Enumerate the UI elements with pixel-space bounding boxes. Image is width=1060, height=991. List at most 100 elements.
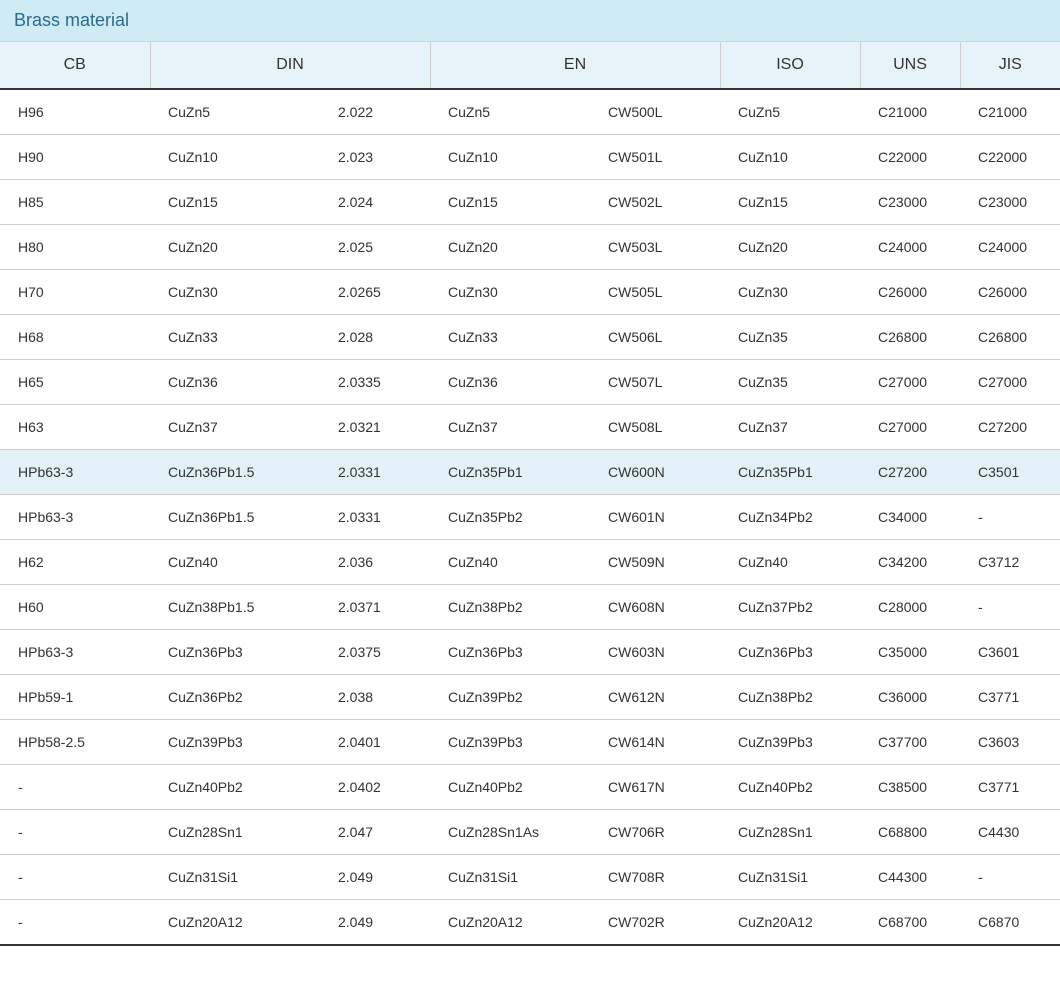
- table-cell: CuZn36Pb1.5: [150, 450, 320, 495]
- table-cell: CuZn40: [720, 540, 860, 585]
- table-cell: 2.049: [320, 855, 430, 900]
- table-cell: 2.049: [320, 900, 430, 946]
- table-cell: H60: [0, 585, 150, 630]
- table-cell: C37700: [860, 720, 960, 765]
- table-cell: C26000: [960, 270, 1060, 315]
- table-cell: H70: [0, 270, 150, 315]
- table-body: H96CuZn52.022CuZn5CW500LCuZn5C21000C2100…: [0, 89, 1060, 945]
- table-cell: CuZn30: [720, 270, 860, 315]
- table-cell: CuZn40: [430, 540, 590, 585]
- table-cell: C27000: [860, 405, 960, 450]
- table-cell: C34200: [860, 540, 960, 585]
- table-cell: 2.0375: [320, 630, 430, 675]
- table-cell: CuZn20A12: [430, 900, 590, 946]
- col-header-iso: ISO: [720, 42, 860, 89]
- table-cell: 2.025: [320, 225, 430, 270]
- table-cell: H63: [0, 405, 150, 450]
- table-cell: CW702R: [590, 900, 720, 946]
- table-cell: 2.0321: [320, 405, 430, 450]
- table-cell: C23000: [860, 180, 960, 225]
- table-cell: CuZn39Pb3: [720, 720, 860, 765]
- table-header: CBDINENISOUNSJIS: [0, 42, 1060, 89]
- table-cell: -: [0, 900, 150, 946]
- table-row: -CuZn31Si12.049CuZn31Si1CW708RCuZn31Si1C…: [0, 855, 1060, 900]
- table-cell: CuZn30: [430, 270, 590, 315]
- table-cell: C27000: [860, 360, 960, 405]
- table-cell: CuZn35Pb1: [720, 450, 860, 495]
- col-header-din: DIN: [150, 42, 430, 89]
- table-cell: CW502L: [590, 180, 720, 225]
- table-cell: CuZn36Pb1.5: [150, 495, 320, 540]
- table-cell: CuZn36Pb3: [720, 630, 860, 675]
- col-header-uns: UNS: [860, 42, 960, 89]
- table-cell: C6870: [960, 900, 1060, 946]
- table-cell: 2.0335: [320, 360, 430, 405]
- table-cell: C3603: [960, 720, 1060, 765]
- table-cell: CuZn36: [430, 360, 590, 405]
- table-cell: CuZn15: [720, 180, 860, 225]
- table-cell: CuZn35: [720, 360, 860, 405]
- table-cell: -: [0, 855, 150, 900]
- table-cell: C38500: [860, 765, 960, 810]
- col-header-en: EN: [430, 42, 720, 89]
- table-cell: CW500L: [590, 89, 720, 135]
- table-cell: C3771: [960, 765, 1060, 810]
- table-cell: C27000: [960, 360, 1060, 405]
- table-cell: CuZn39Pb2: [430, 675, 590, 720]
- table-cell: CuZn33: [430, 315, 590, 360]
- table-cell: CuZn10: [150, 135, 320, 180]
- table-row: H62CuZn402.036CuZn40CW509NCuZn40C34200C3…: [0, 540, 1060, 585]
- table-cell: H62: [0, 540, 150, 585]
- table-cell: CuZn39Pb3: [150, 720, 320, 765]
- table-cell: C23000: [960, 180, 1060, 225]
- table-cell: 2.024: [320, 180, 430, 225]
- table-cell: C27200: [960, 405, 1060, 450]
- table-cell: 2.038: [320, 675, 430, 720]
- table-cell: CW603N: [590, 630, 720, 675]
- table-cell: H68: [0, 315, 150, 360]
- table-cell: CuZn28Sn1: [150, 810, 320, 855]
- table-cell: CW608N: [590, 585, 720, 630]
- table-cell: CuZn36: [150, 360, 320, 405]
- table-cell: CuZn37Pb2: [720, 585, 860, 630]
- table-cell: -: [0, 810, 150, 855]
- table-cell: C3771: [960, 675, 1060, 720]
- table-cell: CuZn20: [430, 225, 590, 270]
- table-cell: CuZn30: [150, 270, 320, 315]
- table-cell: CuZn31Si1: [720, 855, 860, 900]
- col-header-jis: JIS: [960, 42, 1060, 89]
- table-cell: CW509N: [590, 540, 720, 585]
- table-row: H60CuZn38Pb1.52.0371CuZn38Pb2CW608NCuZn3…: [0, 585, 1060, 630]
- table-row: HPb59-1CuZn36Pb22.038CuZn39Pb2CW612NCuZn…: [0, 675, 1060, 720]
- table-cell: CuZn39Pb3: [430, 720, 590, 765]
- table-cell: H85: [0, 180, 150, 225]
- table-row: H68CuZn332.028CuZn33CW506LCuZn35C26800C2…: [0, 315, 1060, 360]
- table-cell: CuZn10: [720, 135, 860, 180]
- table-cell: CuZn34Pb2: [720, 495, 860, 540]
- table-cell: C21000: [960, 89, 1060, 135]
- table-cell: CuZn35: [720, 315, 860, 360]
- table-cell: HPb63-3: [0, 450, 150, 495]
- table-cell: C22000: [860, 135, 960, 180]
- brass-material-table: CBDINENISOUNSJIS H96CuZn52.022CuZn5CW500…: [0, 42, 1060, 946]
- table-cell: 2.028: [320, 315, 430, 360]
- table-cell: C26000: [860, 270, 960, 315]
- table-cell: HPb63-3: [0, 495, 150, 540]
- table-cell: CW708R: [590, 855, 720, 900]
- table-cell: HPb58-2.5: [0, 720, 150, 765]
- table-cell: 2.0402: [320, 765, 430, 810]
- table-cell: CuZn37: [720, 405, 860, 450]
- table-cell: -: [0, 765, 150, 810]
- table-cell: CuZn33: [150, 315, 320, 360]
- table-cell: CW614N: [590, 720, 720, 765]
- table-cell: C68700: [860, 900, 960, 946]
- table-cell: C22000: [960, 135, 1060, 180]
- table-cell: CuZn5: [430, 89, 590, 135]
- table-cell: CW506L: [590, 315, 720, 360]
- table-cell: H65: [0, 360, 150, 405]
- table-cell: C36000: [860, 675, 960, 720]
- table-cell: CW617N: [590, 765, 720, 810]
- table-row: H96CuZn52.022CuZn5CW500LCuZn5C21000C2100…: [0, 89, 1060, 135]
- table-cell: CuZn31Si1: [150, 855, 320, 900]
- table-cell: C4430: [960, 810, 1060, 855]
